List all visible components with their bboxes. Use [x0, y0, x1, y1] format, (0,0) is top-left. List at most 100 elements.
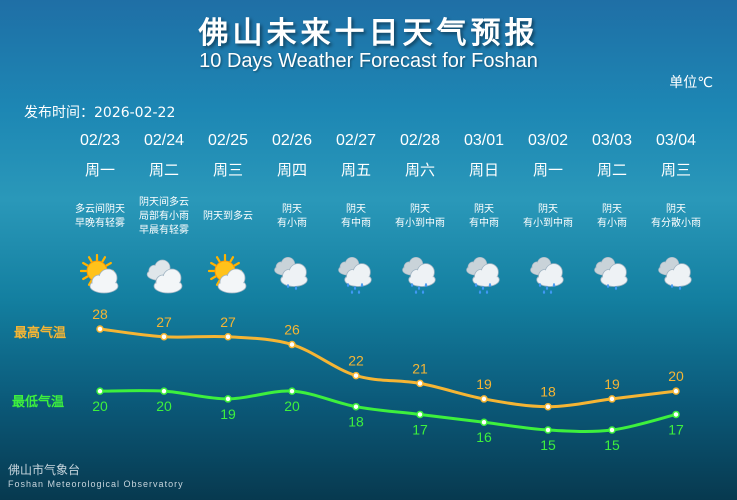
title-chinese: 佛山未来十日天气预报 — [198, 16, 539, 51]
high-temp-label: 最高气温 — [14, 326, 67, 341]
day-column: 02/24 周二阴天间多云 局部有小雨 早晨有轻雾 — [128, 130, 200, 294]
sun-cloud-icon — [80, 254, 119, 294]
light-rain-icon — [594, 256, 628, 291]
low-temp-point — [416, 410, 424, 419]
high-temp-value: 20 — [668, 368, 684, 384]
high-temp-point — [544, 402, 552, 411]
high-temp-point — [608, 395, 616, 403]
high-temp-point — [224, 333, 232, 341]
high-temp-line — [99, 327, 677, 409]
day-column: 03/01 周日 阴天 有中雨 — [448, 130, 520, 294]
day-weekday: 周四 — [276, 161, 307, 179]
high-temp-point — [672, 387, 680, 395]
day-column: 03/03 周二 阴天 有小雨 — [576, 130, 648, 291]
day-weekday: 周二 — [148, 161, 179, 179]
low-temp-point — [352, 402, 360, 411]
low-temp-value: 20 — [92, 398, 108, 414]
high-temp-point — [288, 340, 296, 349]
day-weekday: 周三 — [660, 161, 691, 179]
high-temp-value: 21 — [412, 360, 428, 376]
high-temp-point — [160, 333, 168, 341]
unit-label: 单位℃ — [669, 75, 713, 91]
high-temp-point — [96, 325, 104, 333]
publish-time: 发布时间：2026-02-22 — [24, 105, 176, 121]
low-temp-value: 15 — [540, 437, 556, 453]
moderate-rain-icon — [402, 256, 436, 294]
day-weekday: 周一 — [84, 161, 115, 179]
title-english: 10 Days Weather Forecast for Foshan — [199, 50, 538, 72]
day-column: 02/25 周三阴天到多云 — [192, 130, 264, 294]
day-weather-desc: 阴天 有分散小雨 — [651, 204, 701, 229]
high-temp-value: 19 — [476, 376, 492, 392]
high-temp-value: 19 — [604, 376, 620, 392]
day-column: 02/23 周一多云间阴天 早晚有轻雾 — [64, 130, 136, 294]
cloud-icon — [146, 259, 183, 294]
day-column: 03/04 周三阴天 有分散小雨 — [640, 130, 712, 291]
day-weather-desc: 阴天 有中雨 — [341, 204, 371, 229]
day-weather-desc: 阴天 有小到中雨 — [523, 204, 573, 229]
low-temp-point — [672, 410, 680, 419]
high-temp-point — [416, 379, 424, 388]
day-column: 02/26 周四阴天 有小雨 — [256, 130, 328, 291]
day-date: 02/24 — [143, 132, 185, 149]
low-temp-point — [96, 387, 104, 395]
low-temp-label: 最低气温 — [12, 395, 65, 410]
high-temp-point — [480, 395, 488, 403]
low-temp-point — [480, 418, 488, 426]
low-temp-value: 16 — [476, 429, 492, 445]
day-weather-desc: 多云间阴天 早晚有轻雾 — [75, 204, 125, 229]
low-temp-line — [99, 389, 677, 433]
day-weather-desc: 阴天 有小到中雨 — [395, 204, 445, 229]
day-date: 02/26 — [271, 132, 313, 149]
footer-observatory-cn: 佛山市气象台 — [8, 463, 81, 477]
day-date: 02/27 — [335, 132, 377, 149]
high-temp-value: 27 — [156, 314, 172, 330]
day-date: 03/04 — [655, 132, 697, 149]
low-temp-point — [288, 387, 296, 395]
day-weekday: 周日 — [468, 161, 499, 179]
day-date: 02/23 — [79, 132, 121, 149]
low-temp-point — [608, 426, 616, 434]
high-temp-point — [352, 371, 360, 380]
day-weather-desc: 阴天 有小雨 — [597, 204, 627, 229]
low-temp-value: 20 — [284, 398, 300, 414]
day-date: 03/02 — [527, 132, 569, 149]
day-date: 02/28 — [399, 132, 441, 149]
low-temp-value: 17 — [668, 421, 684, 437]
moderate-rain-icon — [530, 256, 564, 294]
footer-observatory-en: Foshan Meteorological Observatory — [8, 479, 184, 489]
day-column: 03/02 周一阴天 有小到中雨 — [512, 130, 584, 294]
sun-cloud-icon — [208, 254, 247, 294]
low-temp-point — [544, 426, 552, 434]
low-temp-point — [224, 395, 232, 403]
low-temp-value: 18 — [348, 414, 364, 430]
day-weekday: 周六 — [404, 161, 435, 179]
high-temp-value: 22 — [348, 353, 364, 369]
low-temp-point — [160, 387, 168, 395]
high-temp-value: 26 — [284, 322, 300, 338]
day-weekday: 周五 — [340, 161, 371, 179]
day-weather-desc: 阴天 有中雨 — [469, 204, 499, 229]
day-date: 02/25 — [207, 132, 249, 149]
day-column: 02/27 周五阴天 有中雨 — [320, 130, 392, 294]
low-temp-value: 20 — [156, 398, 172, 414]
day-weekday: 周三 — [212, 161, 243, 179]
high-temp-value: 27 — [220, 314, 236, 330]
low-temp-value: 19 — [220, 406, 236, 422]
day-weather-desc: 阴天到多云 — [203, 211, 253, 222]
low-temp-value: 17 — [412, 421, 428, 437]
day-column: 02/28 周六阴天 有小到中雨 — [384, 130, 456, 294]
high-temp-value: 18 — [540, 384, 556, 400]
low-temp-value: 15 — [604, 437, 620, 453]
light-rain-icon — [274, 256, 308, 291]
day-weekday: 周二 — [596, 161, 627, 179]
high-temp-value: 28 — [92, 306, 108, 322]
light-rain-icon — [658, 256, 692, 291]
day-weather-desc: 阴天 有小雨 — [277, 204, 307, 229]
day-weather-desc: 阴天间多云 局部有小雨 早晨有轻雾 — [139, 197, 189, 236]
day-weekday: 周一 — [532, 161, 563, 179]
moderate-rain-icon — [338, 256, 372, 294]
moderate-rain-icon — [466, 256, 500, 294]
